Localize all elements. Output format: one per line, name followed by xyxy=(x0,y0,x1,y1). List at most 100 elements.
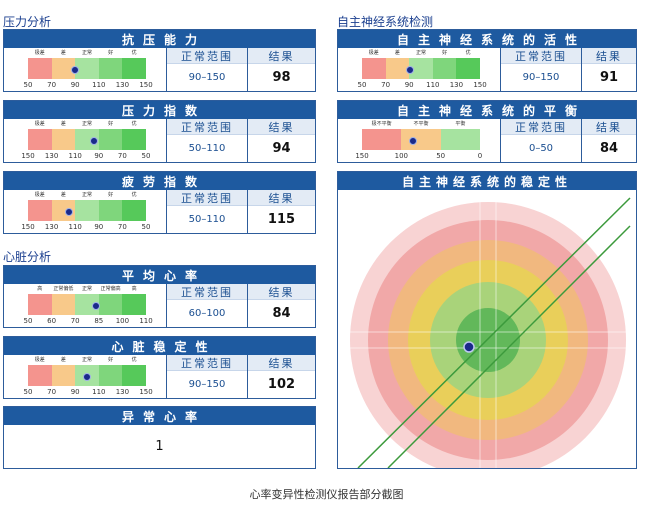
range-value: 0–50 xyxy=(528,143,554,154)
range-column: 正常范围 50–110 xyxy=(167,190,248,233)
range-column: 正常范围 50–110 xyxy=(167,119,248,162)
range-header: 正常范围 xyxy=(167,190,247,206)
gauge-tick: 130 xyxy=(115,388,130,396)
gauge-tick: 110 xyxy=(426,81,440,89)
result-header: 结果 xyxy=(248,119,315,135)
gauge-bar: 极差 差 正常 好 优 xyxy=(28,192,146,221)
gauge-tick: 50 xyxy=(23,81,33,89)
gauge-segment: 极差 xyxy=(28,357,52,386)
gauge-bar: 极差 差 正常 好 优 xyxy=(28,50,146,79)
gauge-segment-label: 好 xyxy=(108,192,114,198)
result-value: 115 xyxy=(267,212,296,227)
gauge-segment-label: 优 xyxy=(131,50,137,56)
marker-dot xyxy=(408,137,417,145)
gauge-tick: 85 xyxy=(94,317,104,325)
stability-card: 自主神经系统的稳定性 xyxy=(337,171,637,469)
gauge-tick: 0 xyxy=(477,152,483,160)
gauge-tick: 50 xyxy=(357,81,367,89)
gauge-ticks: 150 130 110 90 70 50 xyxy=(18,152,156,162)
gauge-tick: 90 xyxy=(70,388,80,396)
range-column: 正常范围 0–50 xyxy=(501,119,582,162)
range-column: 正常范围 90–150 xyxy=(167,355,248,398)
gauge-segment: 正常 xyxy=(75,50,99,79)
gauge-tick: 70 xyxy=(70,317,80,325)
gauge-segment-label: 优 xyxy=(131,357,137,363)
gauge-segment: 极差 xyxy=(28,50,52,79)
gauge-segment-label: 不平衡 xyxy=(413,121,429,127)
result-header: 结果 xyxy=(248,48,315,64)
range-header: 正常范围 xyxy=(501,119,581,135)
gauge-segment: 好 xyxy=(98,357,123,386)
gauge-segment-label: 极差 xyxy=(368,50,379,56)
gauge-tick: 70 xyxy=(47,81,57,89)
gauge-segment: 正常 xyxy=(75,192,99,221)
gauge: 极差 差 正常 好 优 50 70 90 110 130 150 xyxy=(4,48,167,91)
gauge-segment-label: 极差 xyxy=(34,50,45,56)
gauge-tick: 50 xyxy=(141,223,151,231)
gauge-segment: 差 xyxy=(51,50,76,79)
gauge-tick: 50 xyxy=(141,152,151,160)
gauge-tick: 130 xyxy=(115,81,130,89)
gauge-tick: 90 xyxy=(94,152,104,160)
gauge-segment-label: 差 xyxy=(60,357,66,363)
gauge-segment-label: 正常 xyxy=(81,192,92,198)
stress-index-card: 压力指数 极差 差 正常 好 优 150 130 110 90 70 50 正常范围 50–110 结果 94 xyxy=(3,100,316,163)
gauge-segment: 好 xyxy=(98,192,123,221)
anti-stress-card: 抗压能力 极差 差 正常 好 优 50 70 90 110 130 150 正常范围 90–150 结果 98 xyxy=(3,29,316,92)
gauge-segment-label: 好 xyxy=(108,357,114,363)
gauge-segment: 平衡 xyxy=(440,121,480,150)
gauge-segment-label: 正常 xyxy=(415,50,426,56)
heart-rate-card: 平均心率高 正常偏低 正常 正常偏高 高 50 60 70 85 100 110 正常范围 60–100… xyxy=(3,265,316,328)
gauge-tick: 50 xyxy=(23,317,33,325)
result-column: 结果 84 xyxy=(248,284,315,327)
range-value: 90–150 xyxy=(188,379,226,390)
gauge-ticks: 50 70 90 110 130 150 xyxy=(352,81,490,91)
section-title-stress: 压力分析 xyxy=(3,15,52,29)
card-title: 平均心率 xyxy=(4,266,315,284)
result-value: 84 xyxy=(272,306,291,321)
gauge-segment-label: 好 xyxy=(108,50,114,56)
gauge-segment: 优 xyxy=(122,121,146,150)
figure-caption: 心率变异性检测仪报告部分截图 xyxy=(249,488,404,501)
result-column: 结果 84 xyxy=(582,119,636,162)
gauge-segment-label: 正常偏低 xyxy=(53,286,74,292)
section-title-ans: 自主神经系统检测 xyxy=(337,15,434,29)
gauge-tick: 110 xyxy=(68,152,82,160)
gauge-ticks: 50 70 90 110 130 150 xyxy=(18,81,156,91)
gauge-segment-label: 正常 xyxy=(81,357,92,363)
target-diagonal-line xyxy=(387,225,631,468)
section-title-heart: 心脏分析 xyxy=(3,250,52,264)
gauge-tick: 150 xyxy=(355,152,369,160)
card-title: 压力指数 xyxy=(4,101,315,119)
result-header: 结果 xyxy=(582,48,636,64)
gauge-segment: 差 xyxy=(385,50,410,79)
gauge-segment: 极差 xyxy=(28,121,52,150)
range-value: 90–150 xyxy=(522,72,560,83)
marker-dot xyxy=(65,208,74,216)
card-title: 抗压能力 xyxy=(4,30,315,48)
result-value: 94 xyxy=(272,141,291,156)
gauge-bar: 极不平衡 不平衡 平衡 xyxy=(362,121,480,150)
gauge-segment-label: 优 xyxy=(465,50,471,56)
gauge: 极不平衡 不平衡 平衡 150 100 50 0 xyxy=(338,119,501,162)
gauge-tick: 70 xyxy=(117,152,127,160)
gauge-segment-label: 平衡 xyxy=(455,121,466,127)
gauge-tick: 130 xyxy=(449,81,464,89)
result-column: 结果 94 xyxy=(248,119,315,162)
gauge-bar: 极差 差 正常 好 优 xyxy=(362,50,480,79)
range-header: 正常范围 xyxy=(167,119,247,135)
range-header: 正常范围 xyxy=(167,355,247,371)
gauge-bar: 极差 差 正常 好 优 xyxy=(28,357,146,386)
gauge-segment: 优 xyxy=(122,192,146,221)
gauge-segment: 优 xyxy=(122,357,146,386)
gauge-segment: 高 xyxy=(28,286,52,315)
range-column: 正常范围 60–100 xyxy=(167,284,248,327)
range-value: 50–110 xyxy=(188,214,226,225)
gauge-tick: 150 xyxy=(21,223,35,231)
card-title: 自主神经系统的平衡 xyxy=(338,101,636,119)
gauge-segment-label: 极不平衡 xyxy=(371,121,392,127)
gauge-segment-label: 极差 xyxy=(34,192,45,198)
target-marker-dot xyxy=(463,341,475,353)
gauge-tick: 100 xyxy=(394,152,409,160)
result-value: 102 xyxy=(267,377,296,392)
